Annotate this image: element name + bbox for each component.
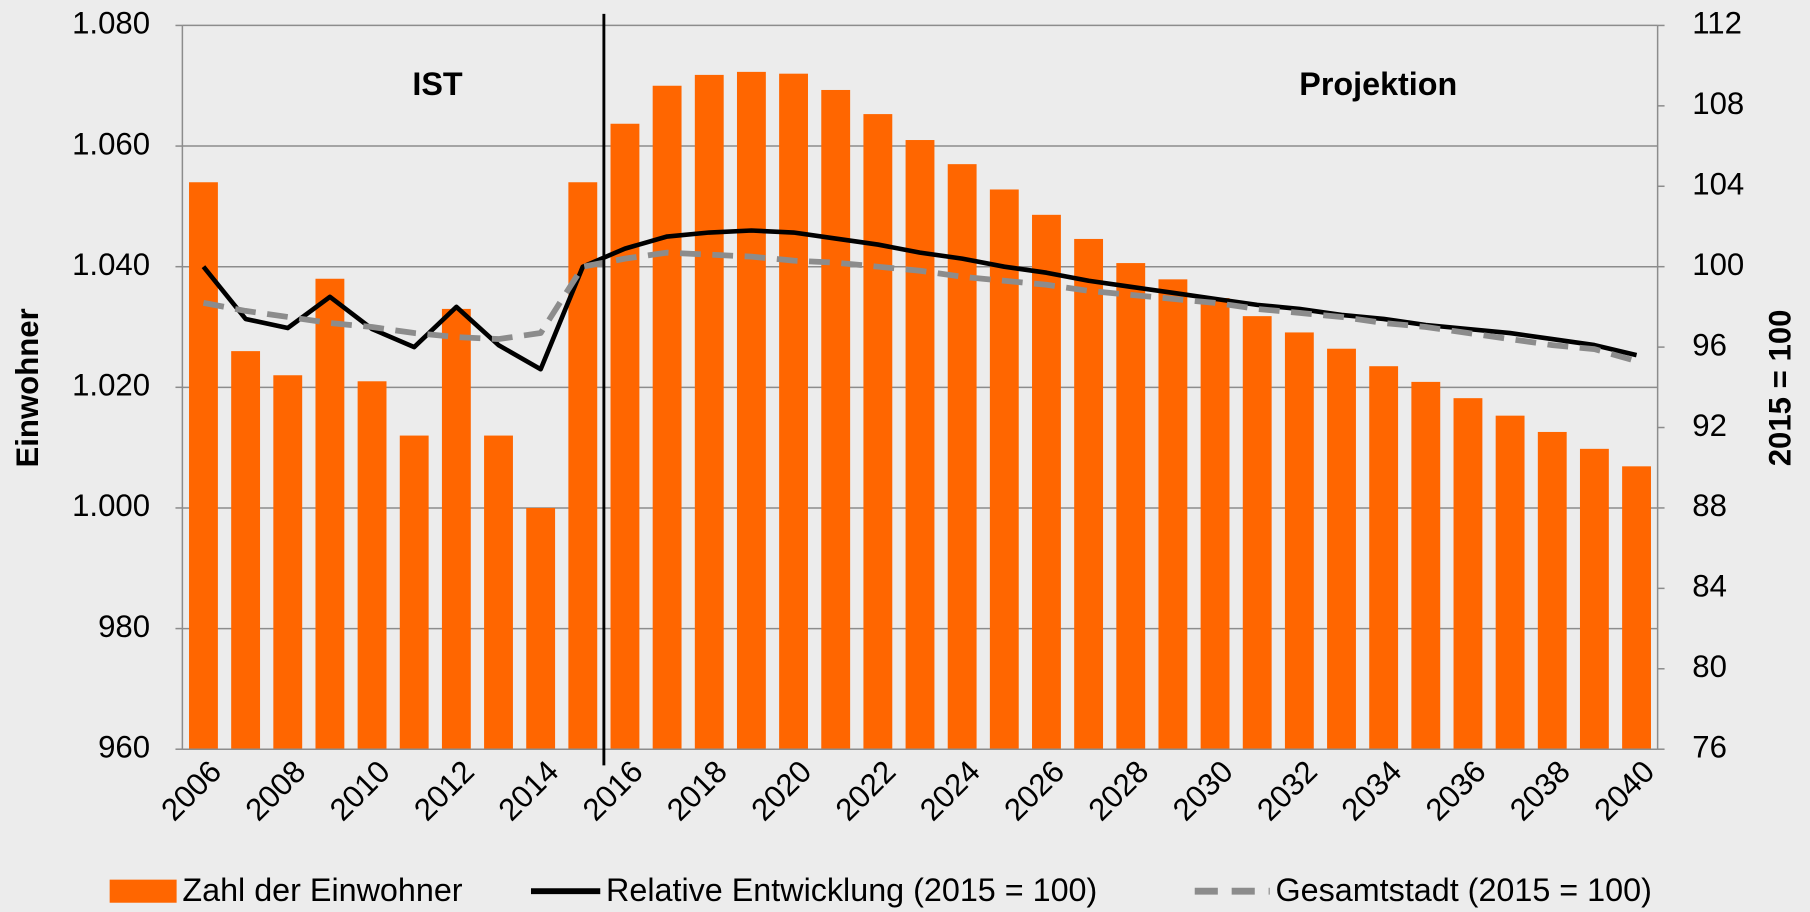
bar	[1074, 238, 1104, 750]
annotation: Projektion	[1299, 66, 1457, 102]
legend-label: Zahl der Einwohner	[182, 872, 462, 908]
bar	[1116, 263, 1146, 750]
bar	[947, 164, 977, 750]
bar	[989, 189, 1019, 750]
bar	[779, 73, 808, 750]
y2-tick-label: 104	[1692, 167, 1744, 202]
bar	[315, 278, 345, 750]
bar	[1622, 466, 1651, 750]
x-tick-label: 2038	[1503, 754, 1577, 828]
bar	[736, 71, 766, 750]
y-tick-label: 960	[98, 729, 150, 764]
x-tick-label: 2028	[1082, 754, 1156, 828]
y2-tick-label: 108	[1692, 86, 1744, 121]
bar	[905, 140, 935, 750]
x-tick-label: 2006	[154, 754, 228, 828]
bar	[863, 114, 893, 750]
x-tick-label: 2026	[997, 754, 1071, 828]
x-tick-label: 2008	[239, 754, 313, 828]
bar	[1284, 332, 1314, 750]
bar	[694, 74, 724, 750]
legend-label: Relative Entwicklung (2015 = 100)	[606, 872, 1097, 908]
bar	[1158, 279, 1188, 750]
x-tick-label: 2012	[407, 754, 481, 828]
x-tick-label: 2020	[744, 754, 818, 828]
bar	[273, 375, 303, 750]
bar	[231, 351, 261, 750]
bar	[441, 308, 471, 750]
bar	[1579, 448, 1609, 750]
bar	[1411, 381, 1441, 750]
y2-tick-label: 92	[1692, 408, 1727, 443]
annotation: IST	[412, 66, 463, 102]
line-series	[201, 228, 1638, 372]
y-tick-label: 1.000	[72, 488, 150, 523]
bar	[1453, 398, 1483, 750]
bar	[1495, 415, 1525, 750]
y2-tick-label: 100	[1692, 247, 1744, 282]
bar	[484, 435, 513, 750]
x-tick-label: 2040	[1587, 754, 1661, 828]
x-tick-label: 2024	[913, 754, 987, 828]
x-tick-label: 2032	[1250, 754, 1324, 828]
y-tick-label: 1.040	[72, 247, 150, 282]
x-tick-label: 2036	[1419, 754, 1493, 828]
bar	[1242, 316, 1272, 750]
bar	[652, 85, 682, 750]
y-tick-label: 980	[98, 609, 150, 644]
bar	[1369, 366, 1399, 750]
bar	[357, 381, 387, 750]
y2-tick-label: 96	[1692, 327, 1727, 362]
x-tick-label: 2030	[1166, 754, 1240, 828]
x-tick-label: 2018	[660, 754, 734, 828]
legend-label: Gesamtstadt (2015 = 100)	[1276, 872, 1652, 908]
y2-tick-label: 84	[1692, 569, 1727, 604]
y-axis-title: Einwohner	[10, 308, 45, 467]
bar	[1032, 214, 1061, 750]
y-tick-label: 1.080	[72, 6, 150, 41]
x-tick-label: 2022	[829, 754, 903, 828]
y2-tick-label: 112	[1692, 6, 1742, 41]
bar	[1200, 298, 1230, 750]
x-tick-label: 2016	[576, 754, 650, 828]
x-tick-label: 2014	[492, 754, 566, 828]
y2-tick-label: 76	[1692, 729, 1727, 764]
bar	[399, 435, 429, 750]
bar	[610, 123, 640, 750]
bar	[821, 89, 851, 750]
x-tick-label: 2010	[323, 754, 397, 828]
y2-axis-title: 2015 = 100	[1763, 309, 1798, 466]
y-tick-label: 1.020	[72, 368, 150, 403]
y-tick-label: 1.060	[72, 126, 150, 161]
legend-swatch	[109, 879, 177, 903]
y2-tick-label: 88	[1692, 488, 1727, 523]
y2-tick-label: 80	[1692, 649, 1727, 684]
x-tick-label: 2034	[1335, 754, 1409, 828]
line-series	[202, 249, 1638, 364]
bar	[526, 507, 556, 750]
bar	[1327, 348, 1356, 750]
bar	[1537, 431, 1567, 750]
